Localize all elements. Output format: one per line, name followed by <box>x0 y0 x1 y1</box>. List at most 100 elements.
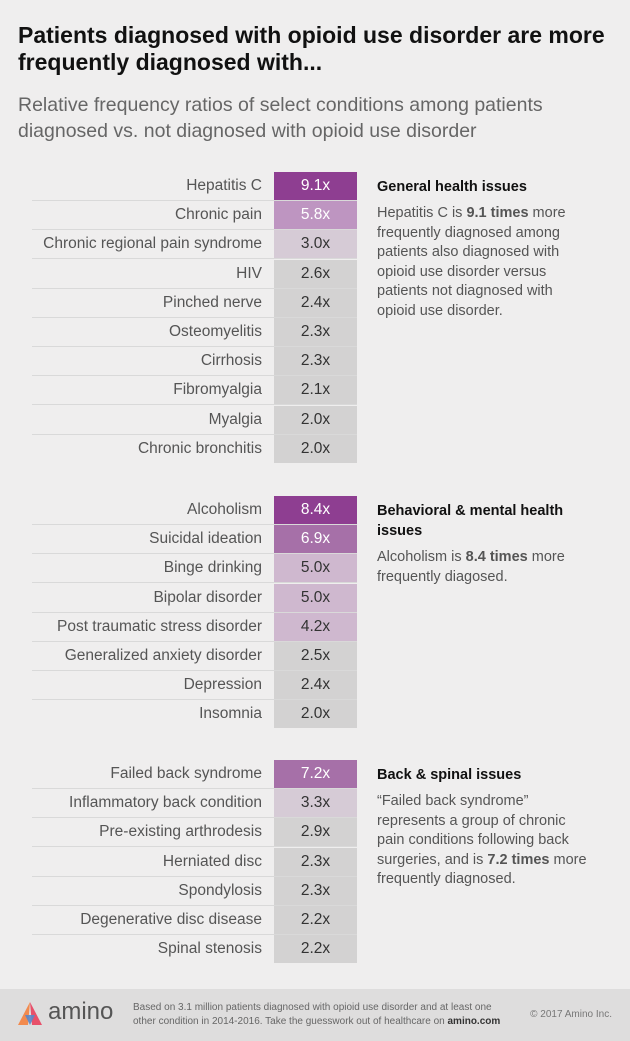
value-cell: 2.4x <box>274 288 357 317</box>
row-divider <box>32 788 357 789</box>
category-label: Spondylosis <box>178 881 262 899</box>
category-label: Hepatitis C <box>186 177 262 194</box>
chart-row: Alcoholism 8.4x <box>32 496 357 525</box>
chart-row: Pre-existing arthrodesis 2.9x <box>32 818 357 848</box>
category-label: Chronic pain <box>174 206 262 224</box>
category-label: Insomnia <box>199 705 262 723</box>
value-cell: 2.2x <box>274 935 357 964</box>
row-divider <box>32 582 357 584</box>
footer-link[interactable]: amino.com <box>447 1016 501 1027</box>
category-label: Pre-existing arthrodesis <box>99 823 262 841</box>
row-divider <box>32 846 357 848</box>
value-cell: 8.4x <box>274 496 357 524</box>
value-cell: 3.0x <box>274 230 357 259</box>
chart-row: Herniated disc 2.3x <box>32 847 357 877</box>
page-title: Patients diagnosed with opioid use disor… <box>18 22 605 75</box>
group-note-text: more frequently diagosed. <box>377 549 565 585</box>
category-label: HIV <box>236 264 262 282</box>
value-cell: 2.4x <box>274 671 357 700</box>
category-label: Herniated disc <box>162 852 262 870</box>
group-note-text: Hepatitis C is <box>377 205 467 221</box>
chart-row: Binge drinking 5.0x <box>32 554 357 584</box>
value-cell: 5.0x <box>274 583 357 612</box>
chart-row: Pinched nerve 2.4x <box>32 288 357 318</box>
category-label: Pinched nerve <box>162 293 262 311</box>
value-cell: 3.3x <box>274 789 357 818</box>
row-divider <box>32 229 357 231</box>
group-title: Behavioral & mental health issues <box>377 503 564 539</box>
category-label: Suicidal ideation <box>149 530 262 548</box>
group-note-text: “Failed back syndrome” represents a grou… <box>377 793 569 868</box>
category-label: Post traumatic stress disorder <box>56 617 262 635</box>
value-cell: 2.3x <box>274 847 357 876</box>
chart-row: Inflammatory back condition 3.3x <box>32 789 357 819</box>
row-divider <box>32 904 357 906</box>
category-label: Chronic bronchitis <box>137 439 262 457</box>
row-divider <box>32 524 357 525</box>
group-note-highlight: 9.1 times <box>466 205 529 221</box>
chart-row: Myalgia 2.0x <box>32 405 357 435</box>
category-label: Spinal stenosis <box>157 940 262 958</box>
value-cell: 2.0x <box>274 700 357 729</box>
value-cell: 2.1x <box>274 376 357 405</box>
value-cell: 2.6x <box>274 259 357 288</box>
value-cell: 5.0x <box>274 554 357 583</box>
chart-row: Insomnia 2.0x <box>32 700 357 729</box>
value-cell: 7.2x <box>274 760 357 788</box>
group-annotation: General health issues Hepatitis C is 9.1 … <box>377 177 592 321</box>
category-label: Failed back syndrome <box>110 765 262 782</box>
footer-note-text: Based on 3.1 million patients diagnosed … <box>133 1002 492 1027</box>
row-divider <box>32 375 357 377</box>
category-label: Depression <box>183 676 262 694</box>
chart-row: Hepatitis C 9.1x <box>32 172 357 201</box>
amino-logo-icon <box>18 1002 42 1025</box>
row-divider <box>32 287 357 289</box>
category-label: Osteomyelitis <box>168 323 262 340</box>
category-label: Myalgia <box>208 410 262 428</box>
value-cell: 2.5x <box>274 642 357 670</box>
value-cell: 2.9x <box>274 818 357 847</box>
category-label: Cirrhosis <box>200 352 262 370</box>
category-label: Bipolar disorder <box>153 588 262 606</box>
chart-row: Generalized anxiety disorder 2.5x <box>32 642 357 671</box>
value-cell: 6.9x <box>274 525 357 554</box>
brand-name: amino <box>48 998 114 1025</box>
row-divider <box>32 640 357 642</box>
copyright: © 2017 Amino Inc. <box>530 1009 612 1020</box>
group-note-text: Alcoholism is <box>377 549 466 565</box>
footer: amino Based on 3.1 million patients diag… <box>0 989 630 1041</box>
value-cell: 2.3x <box>274 347 357 376</box>
chart-row: HIV 2.6x <box>32 259 357 289</box>
row-divider <box>32 670 357 671</box>
chart-row: Depression 2.4x <box>32 671 357 701</box>
chart-row: Osteomyelitis 2.3x <box>32 318 357 347</box>
chart-row: Chronic bronchitis 2.0x <box>32 434 357 464</box>
row-divider <box>32 404 357 406</box>
value-cell: 2.0x <box>274 434 357 463</box>
row-divider <box>32 433 357 435</box>
row-divider <box>32 699 357 701</box>
value-cell: 4.2x <box>274 612 357 641</box>
group-title: General health issues <box>377 179 527 195</box>
value-cell: 2.3x <box>274 318 357 346</box>
row-divider <box>32 346 357 347</box>
row-divider <box>32 258 357 260</box>
category-label: Fibromyalgia <box>173 381 262 399</box>
value-cell: 2.0x <box>274 405 357 434</box>
page-subtitle: Relative frequency ratios of select cond… <box>18 94 543 142</box>
chart-row: Failed back syndrome 7.2x <box>32 760 357 789</box>
row-divider <box>32 934 357 935</box>
value-cell: 5.8x <box>274 201 357 230</box>
group-note-highlight: 8.4 times <box>465 549 528 565</box>
row-divider <box>32 316 357 318</box>
row-divider <box>32 200 357 201</box>
group-note-text: more frequently diagnosed. <box>377 851 587 888</box>
row-divider <box>32 553 357 555</box>
chart-row: Post traumatic stress disorder 4.2x <box>32 612 357 642</box>
chart-row: Fibromyalgia 2.1x <box>32 376 357 406</box>
group-title: Back & spinal issues <box>377 767 522 783</box>
footer-note: Based on 3.1 million patients diagnosed … <box>133 1001 503 1029</box>
chart-row: Cirrhosis 2.3x <box>32 347 357 377</box>
chart-row: Spinal stenosis 2.2x <box>32 935 357 964</box>
category-label: Alcoholism <box>187 501 262 518</box>
